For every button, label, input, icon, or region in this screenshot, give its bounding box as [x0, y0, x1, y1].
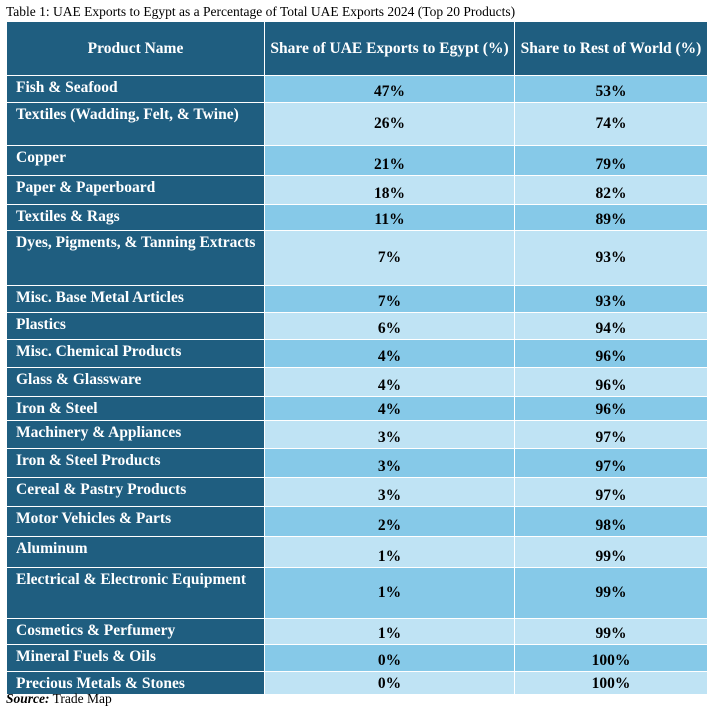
table-row: Motor Vehicles & Parts 2% 98%: [6, 506, 708, 537]
product-name-cell: Textiles & Rags: [6, 204, 265, 231]
product-name-cell: Cosmetics & Perfumery: [6, 618, 265, 645]
share-egypt-cell: 26%: [264, 102, 515, 146]
table-row: Machinery & Appliances 3% 97%: [6, 420, 708, 449]
source-label: Source:: [6, 691, 50, 706]
share-rest-cell: 100%: [514, 671, 708, 695]
table-row: Electrical & Electronic Equipment 1% 99%: [6, 567, 708, 619]
product-name-cell: Misc. Chemical Products: [6, 339, 265, 368]
header-share-egypt: Share of UAE Exports to Egypt (%): [264, 21, 515, 76]
table-row: Fish & Seafood 47% 53%: [6, 75, 708, 103]
share-egypt-cell: 4%: [264, 339, 515, 368]
product-name-cell: Misc. Base Metal Articles: [6, 285, 265, 313]
share-rest-cell: 93%: [514, 285, 708, 313]
share-rest-cell: 96%: [514, 339, 708, 368]
table-row: Iron & Steel Products 3% 97%: [6, 448, 708, 478]
table-row: Plastics 6% 94%: [6, 312, 708, 340]
product-name-cell: Cereal & Pastry Products: [6, 477, 265, 507]
table-row: Glass & Glassware 4% 96%: [6, 367, 708, 397]
share-egypt-cell: 2%: [264, 506, 515, 537]
share-egypt-cell: 3%: [264, 477, 515, 507]
product-name-cell: Electrical & Electronic Equipment: [6, 567, 265, 619]
share-rest-cell: 94%: [514, 312, 708, 340]
share-rest-cell: 96%: [514, 396, 708, 421]
product-name-cell: Dyes, Pigments, & Tanning Extracts: [6, 230, 265, 286]
share-rest-cell: 53%: [514, 75, 708, 103]
share-egypt-cell: 1%: [264, 618, 515, 645]
share-egypt-cell: 1%: [264, 567, 515, 619]
header-product-name: Product Name: [6, 21, 265, 76]
product-name-cell: Plastics: [6, 312, 265, 340]
product-name-cell: Aluminum: [6, 536, 265, 568]
share-egypt-cell: 7%: [264, 230, 515, 286]
share-egypt-cell: 47%: [264, 75, 515, 103]
header-row: Product Name Share of UAE Exports to Egy…: [6, 21, 708, 76]
product-name-cell: Mineral Fuels & Oils: [6, 644, 265, 672]
table-row: Iron & Steel 4% 96%: [6, 396, 708, 421]
table-row: Cosmetics & Perfumery 1% 99%: [6, 618, 708, 645]
share-rest-cell: 97%: [514, 448, 708, 478]
share-rest-cell: 99%: [514, 536, 708, 568]
share-egypt-cell: 11%: [264, 204, 515, 231]
table-row: Cereal & Pastry Products 3% 97%: [6, 477, 708, 507]
share-egypt-cell: 0%: [264, 671, 515, 695]
share-rest-cell: 99%: [514, 618, 708, 645]
share-rest-cell: 97%: [514, 420, 708, 449]
header-share-rest: Share to Rest of World (%): [514, 21, 708, 76]
share-egypt-cell: 3%: [264, 420, 515, 449]
share-rest-cell: 82%: [514, 175, 708, 205]
share-egypt-cell: 7%: [264, 285, 515, 313]
product-name-cell: Iron & Steel: [6, 396, 265, 421]
share-rest-cell: 98%: [514, 506, 708, 537]
share-egypt-cell: 3%: [264, 448, 515, 478]
table-row: Misc. Base Metal Articles 7% 93%: [6, 285, 708, 313]
table-row: Misc. Chemical Products 4% 96%: [6, 339, 708, 368]
share-rest-cell: 99%: [514, 567, 708, 619]
table-caption: Table 1: UAE Exports to Egypt as a Perce…: [6, 4, 516, 19]
share-rest-cell: 100%: [514, 644, 708, 672]
product-name-cell: Motor Vehicles & Parts: [6, 506, 265, 537]
share-rest-cell: 89%: [514, 204, 708, 231]
product-name-cell: Precious Metals & Stones: [6, 671, 265, 695]
share-egypt-cell: 21%: [264, 145, 515, 176]
table-row: Aluminum 1% 99%: [6, 536, 708, 568]
share-egypt-cell: 1%: [264, 536, 515, 568]
table-row: Mineral Fuels & Oils 0% 100%: [6, 644, 708, 672]
share-rest-cell: 74%: [514, 102, 708, 146]
share-rest-cell: 97%: [514, 477, 708, 507]
source-text: Trade Map: [49, 691, 112, 706]
product-name-cell: Textiles (Wadding, Felt, & Twine): [6, 102, 265, 146]
table-row: Copper 21% 79%: [6, 145, 708, 176]
table-row: Paper & Paperboard 18% 82%: [6, 175, 708, 205]
product-name-cell: Fish & Seafood: [6, 75, 265, 103]
table-row: Dyes, Pigments, & Tanning Extracts 7% 93…: [6, 230, 708, 286]
share-rest-cell: 79%: [514, 145, 708, 176]
share-rest-cell: 93%: [514, 230, 708, 286]
share-egypt-cell: 4%: [264, 367, 515, 397]
share-egypt-cell: 18%: [264, 175, 515, 205]
share-egypt-cell: 6%: [264, 312, 515, 340]
source-note: Source: Trade Map: [6, 691, 112, 707]
share-egypt-cell: 0%: [264, 644, 515, 672]
exports-table: Product Name Share of UAE Exports to Egy…: [6, 21, 708, 695]
table-row: Textiles & Rags 11% 89%: [6, 204, 708, 231]
share-rest-cell: 96%: [514, 367, 708, 397]
table-row: Precious Metals & Stones 0% 100%: [6, 671, 708, 695]
product-name-cell: Glass & Glassware: [6, 367, 265, 397]
table-row: Textiles (Wadding, Felt, & Twine) 26% 74…: [6, 102, 708, 146]
product-name-cell: Machinery & Appliances: [6, 420, 265, 449]
share-egypt-cell: 4%: [264, 396, 515, 421]
product-name-cell: Paper & Paperboard: [6, 175, 265, 205]
product-name-cell: Copper: [6, 145, 265, 176]
product-name-cell: Iron & Steel Products: [6, 448, 265, 478]
